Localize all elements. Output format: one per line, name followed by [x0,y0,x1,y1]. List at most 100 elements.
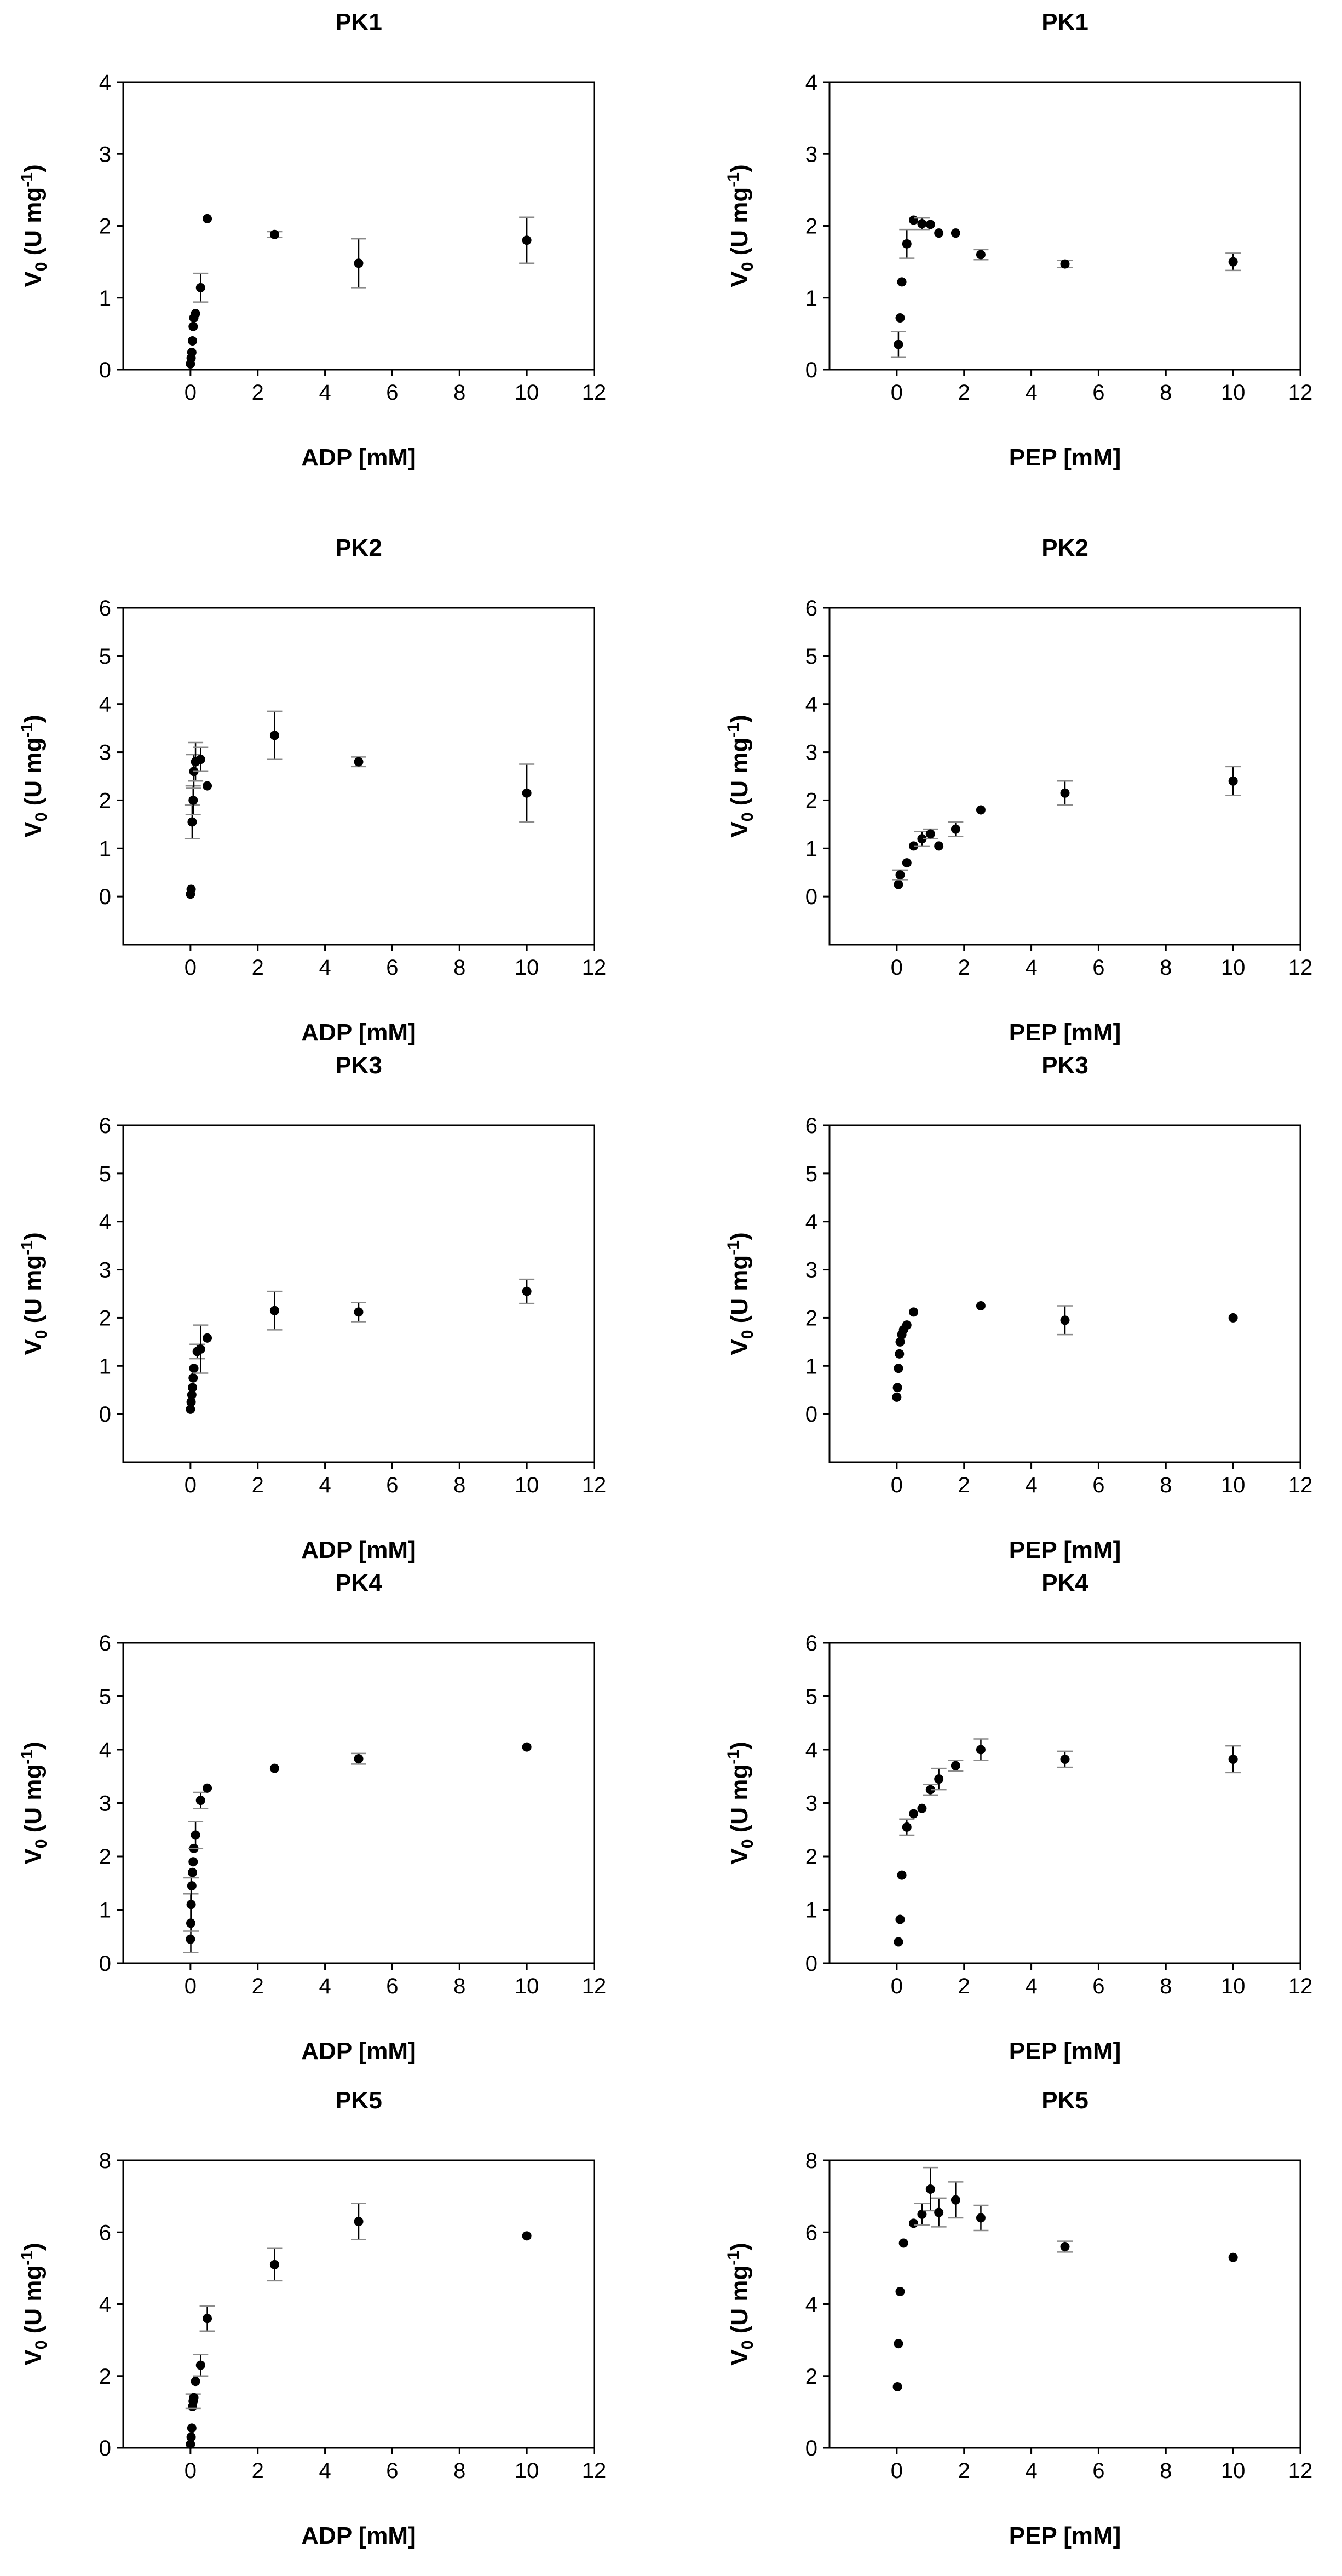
chart-2-x-tick-label: 2 [958,381,970,405]
chart-4-x-tick-label: 6 [1092,956,1104,980]
chart-5-plot-frame [122,1124,595,1463]
chart-8-x-tick-label: 0 [891,1974,903,1998]
chart-7-y-tick-label: 1 [99,1899,111,1923]
chart-2-x-tick-label: 0 [891,381,903,405]
chart-3-data-point [354,757,364,767]
chart-9-data-point [354,2217,364,2227]
chart-7-y-axis-label: V0 (U mg-1) [18,1741,50,1864]
chart-3-data-point [203,781,212,791]
chart-1-data-point [188,336,198,346]
chart-9-data-point [187,2423,197,2433]
chart-2-plot-frame [828,81,1301,371]
chart-9-x-axis-label: ADP [mM] [301,2522,416,2549]
chart-10-y-tick-label: 0 [805,2436,817,2460]
chart-6-y-tick-label: 1 [805,1354,817,1378]
chart-8-data-point [934,1774,944,1784]
chart-3-data-point [188,795,198,805]
chart-7-data-point [186,1900,196,1910]
chart-6-plot-frame [828,1124,1301,1463]
chart-1-data-point [188,321,198,331]
chart-7-data-point [191,1830,200,1840]
chart-8-x-tick-label: 2 [958,1974,970,1998]
chart-10-x-tick-label: 2 [958,2459,970,2483]
chart-3-y-tick-label: 3 [99,741,111,765]
chart-1-y-axis-label: V0 (U mg-1) [18,164,50,287]
chart-6-y-axis-label: V0 (U mg-1) [724,1232,757,1355]
chart-5-x-tick-label: 6 [386,1473,398,1497]
chart-9-data-point [186,2432,196,2442]
chart-9-x-tick-label: 4 [319,2459,331,2483]
chart-2-data-point [1060,259,1070,269]
chart-2-title: PK1 [1041,9,1088,36]
chart-4-data-point [902,858,912,868]
chart-4-data-point [1060,788,1070,798]
chart-9-x-tick-label: 12 [582,2459,607,2483]
chart-3-y-tick-label: 6 [99,596,111,620]
chart-3-plot-frame [122,607,595,946]
chart-3-x-tick-label: 8 [453,956,465,980]
chart-6-y-tick-label: 0 [805,1402,817,1427]
chart-8-data-point [951,1761,960,1770]
chart-9-title: PK5 [335,2087,382,2114]
chart-1-y-tick-label: 0 [99,358,111,382]
chart-8-y-tick-label: 0 [805,1952,817,1976]
chart-8-y-tick-label: 6 [805,1631,817,1655]
chart-2-x-tick-label: 10 [1221,381,1246,405]
chart-2-data-point [895,313,905,323]
chart-9-x-tick-label: 0 [185,2459,197,2483]
chart-4-y-tick-label: 1 [805,837,817,861]
chart-2-y-tick-label: 0 [805,358,817,382]
chart-9: PK5 0 2 4 6 8 10 12 0 2 4 6 8 ADP [mM] V0 (U mg-1) [18,2087,606,2549]
chart-9-data-point [195,2360,205,2370]
chart-7-x-tick-label: 2 [252,1974,264,1998]
chart-1-title: PK1 [335,9,382,36]
chart-5-data-point [203,1333,212,1343]
chart-7-y-tick-label: 4 [99,1738,111,1762]
chart-1-x-tick-label: 2 [252,381,264,405]
chart-1-y-tick-label: 1 [99,286,111,311]
chart-4-title: PK2 [1041,534,1088,561]
chart-7-data-point [188,1857,198,1867]
chart-5-data-point [189,1364,199,1373]
chart-4-data-point [951,824,960,834]
chart-9-y-tick-label: 0 [99,2436,111,2460]
chart-5-data-point [195,1344,205,1354]
chart-8-y-tick-label: 4 [805,1738,817,1762]
chart-4-data-point [976,805,986,815]
chart-6-y-tick-label: 4 [805,1210,817,1234]
chart-4-y-axis-label: V0 (U mg-1) [724,715,757,837]
chart-4-data-point [1228,776,1238,786]
chart-10-x-tick-label: 0 [891,2459,903,2483]
chart-9-y-axis-label: V0 (U mg-1) [18,2242,50,2365]
chart-6-data-point [902,1320,912,1330]
chart-8-data-point [976,1745,986,1755]
chart-6-data-point [1228,1313,1238,1323]
chart-6-x-tick-label: 2 [958,1473,970,1497]
chart-5-x-tick-label: 0 [185,1473,197,1497]
chart-4-x-tick-label: 2 [958,956,970,980]
chart-10-data-point [1060,2242,1070,2251]
chart-1-x-tick-label: 12 [582,381,607,405]
chart-2-y-tick-label: 1 [805,286,817,311]
chart-10-data-point [917,2209,927,2219]
chart-1-x-tick-label: 8 [453,381,465,405]
chart-2-x-tick-label: 8 [1160,381,1172,405]
chart-5-data-point [522,1286,532,1296]
chart-8-data-point [1228,1755,1238,1764]
chart-3-y-tick-label: 4 [99,693,111,717]
chart-7-title: PK4 [335,1569,382,1596]
chart-10-y-tick-label: 8 [805,2149,817,2173]
chart-7-x-tick-label: 0 [185,1974,197,1998]
chart-3-title: PK2 [335,534,382,561]
chart-8-x-tick-label: 6 [1092,1974,1104,1998]
chart-1-data-point [269,229,279,239]
chart-10-plot-frame [828,2159,1301,2449]
chart-1-y-tick-label: 3 [99,142,111,166]
chart-5-x-tick-label: 12 [582,1473,607,1497]
chart-9-x-tick-label: 2 [252,2459,264,2483]
chart-5-data-point [188,1373,198,1383]
